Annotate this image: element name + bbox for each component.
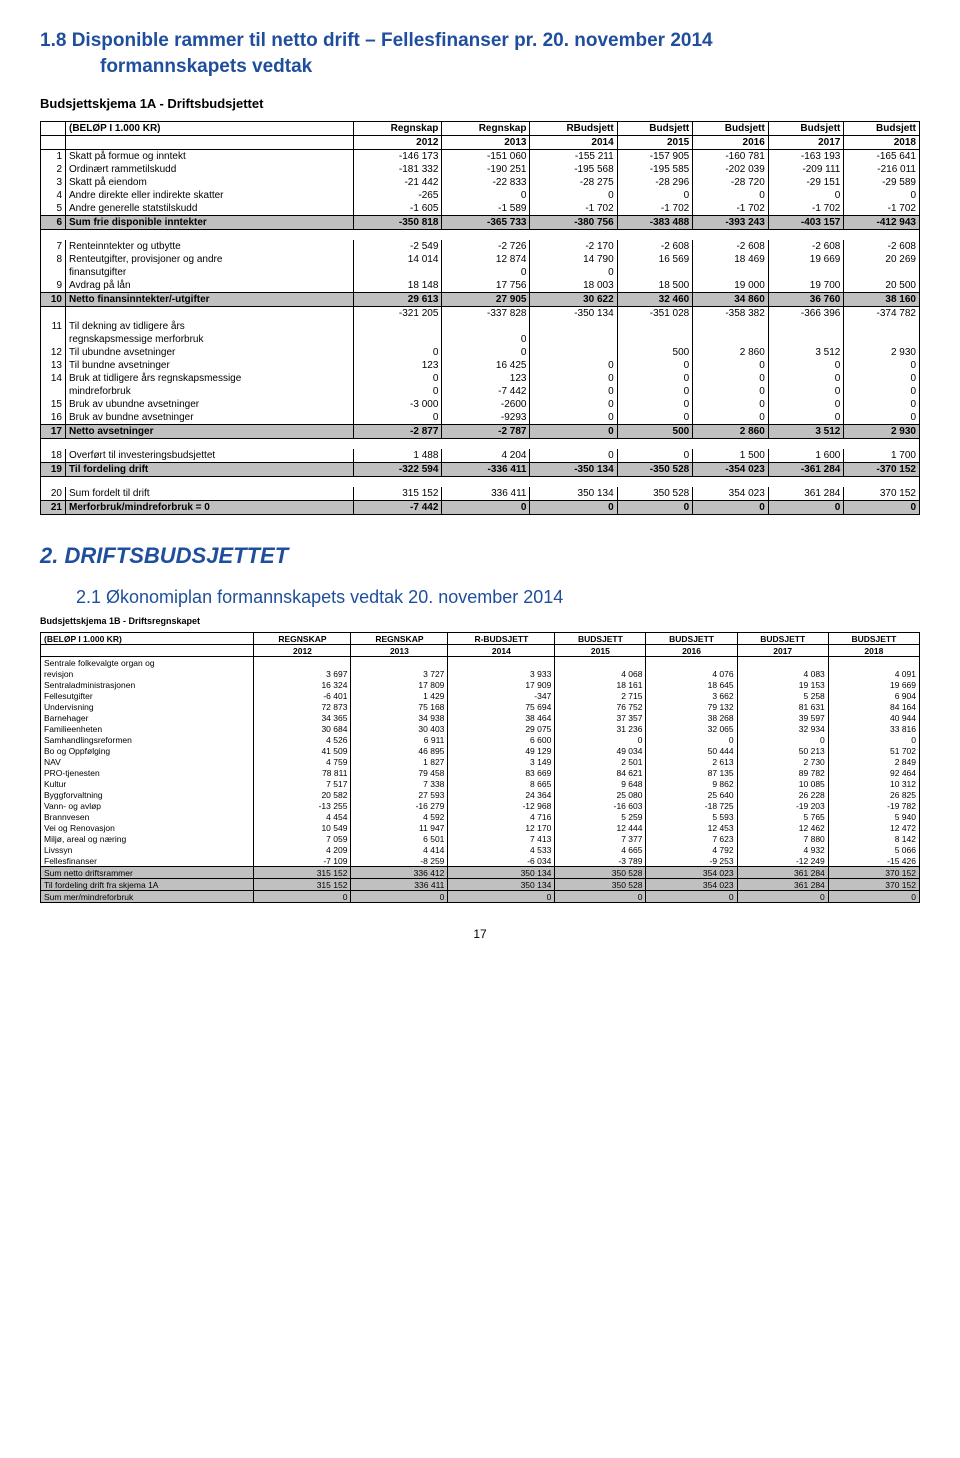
table-row: 1Skatt på formue og inntekt-146 173-151 … [41, 150, 920, 164]
table-row: Vann- og avløp-13 255-16 279-12 968-16 6… [41, 800, 920, 811]
table-row: Sum mer/mindreforbruk0000000 [41, 891, 920, 903]
table-row: Byggforvaltning20 58227 59324 36425 0802… [41, 789, 920, 800]
table-row: Brannvesen4 4544 5924 7165 2595 5935 765… [41, 811, 920, 822]
unit-note-2: (BELØP I 1.000 KR) [41, 633, 254, 645]
table-row: Familieenheten30 68430 40329 07531 23632… [41, 723, 920, 734]
table-row: finansutgifter00 [41, 266, 920, 279]
table-row: 2Ordinært rammetilskudd-181 332-190 251-… [41, 163, 920, 176]
page-number: 17 [40, 927, 920, 941]
table-row: Sentraladministrasjonen16 32417 80917 90… [41, 679, 920, 690]
table-row: 20Sum fordelt til drift315 152336 411350… [41, 487, 920, 501]
table-row: 5Andre generelle statstilskudd-1 605-1 5… [41, 202, 920, 216]
table-row: 18Overført til investeringsbudsjettet1 4… [41, 449, 920, 463]
table-row: Barnehager34 36534 93838 46437 35738 268… [41, 712, 920, 723]
table-row: 11Til dekning av tidligere års [41, 320, 920, 333]
table-row: -321 205-337 828-350 134-351 028-358 382… [41, 307, 920, 321]
table-row: revisjon3 6973 7273 9334 0684 0764 0834 … [41, 668, 920, 679]
table-row: Bo og Oppfølging41 50946 89549 12949 034… [41, 745, 920, 756]
section-1-title-line2: formannskapets vedtak [100, 56, 920, 78]
section-2-subtitle: 2.1 Økonomiplan formannskapets vedtak 20… [76, 587, 920, 608]
table-row: NAV4 7591 8273 1492 5012 6132 7302 849 [41, 756, 920, 767]
budget-schema-1b-heading: Budsjettskjema 1B - Driftsregnskapet [40, 616, 920, 626]
table-row: Vei og Renovasjon10 54911 94712 17012 44… [41, 822, 920, 833]
table-row: Sum netto driftsrammer315 152336 412350 … [41, 867, 920, 879]
table-row: Sentrale folkevalgte organ og [41, 657, 920, 669]
table-row: 19Til fordeling drift-322 594-336 411-35… [41, 463, 920, 477]
section-1-title-line1: 1.8 Disponible rammer til netto drift – … [40, 30, 920, 52]
table-row: Fellesfinanser-7 109-8 259-6 034-3 789-9… [41, 855, 920, 867]
table-row: 4Andre direkte eller indirekte skatter-2… [41, 189, 920, 202]
table-row: 15Bruk av ubundne avsetninger-3 000-2600… [41, 398, 920, 411]
table-row: Miljø, areal og næring7 0596 5017 4137 3… [41, 833, 920, 844]
table-row: Samhandlingsreformen4 5266 9116 6000000 [41, 734, 920, 745]
table-row: 14Bruk at tidligere års regnskapsmessige… [41, 372, 920, 385]
table-row: Til fordeling drift fra skjema 1A315 152… [41, 879, 920, 891]
table-row: 10Netto finansinntekter/-utgifter29 6132… [41, 293, 920, 307]
table-row: 6Sum frie disponible inntekter-350 818-3… [41, 216, 920, 230]
table-1b: (BELØP I 1.000 KR) REGNSKAP REGNSKAP R-B… [40, 632, 920, 903]
table-row: 16Bruk av bundne avsetninger0-929300000 [41, 411, 920, 425]
table-row: 17Netto avsetninger-2 877-2 78705002 860… [41, 425, 920, 439]
table-row: 9Avdrag på lån18 14817 75618 00318 50019… [41, 279, 920, 293]
table-row: Fellesutgifter-6 4011 429-3472 7153 6625… [41, 690, 920, 701]
table-row: Livssyn4 2094 4144 5334 6654 7924 9325 0… [41, 844, 920, 855]
table-row: regnskapsmessige merforbruk0 [41, 333, 920, 346]
table-row: 8Renteutgifter, provisjoner og andre14 0… [41, 253, 920, 266]
table-row: 12Til ubundne avsetninger005002 8603 512… [41, 346, 920, 359]
table-1a: (BELØP I 1.000 KR) Regnskap Regnskap RBu… [40, 121, 920, 515]
table-row: Kultur7 5177 3388 6659 6489 86210 08510 … [41, 778, 920, 789]
table-row: 7Renteinntekter og utbytte-2 549-2 726-2… [41, 240, 920, 253]
table-row: mindreforbruk0-7 44200000 [41, 385, 920, 398]
table-row: PRO-tjenesten78 81179 45883 66984 62187 … [41, 767, 920, 778]
table-row: Undervisning72 87375 16875 69476 75279 1… [41, 701, 920, 712]
budget-schema-1a-heading: Budsjettskjema 1A - Driftsbudsjettet [40, 96, 920, 111]
table-row: 3Skatt på eiendom-21 442-22 833-28 275-2… [41, 176, 920, 189]
table-row: 21Merforbruk/mindreforbruk = 0-7 4420000… [41, 501, 920, 515]
table-row: 13Til bundne avsetninger12316 42500000 [41, 359, 920, 372]
unit-note: (BELØP I 1.000 KR) [66, 122, 354, 136]
section-2-title: 2. DRIFTSBUDSJETTET [40, 543, 920, 569]
